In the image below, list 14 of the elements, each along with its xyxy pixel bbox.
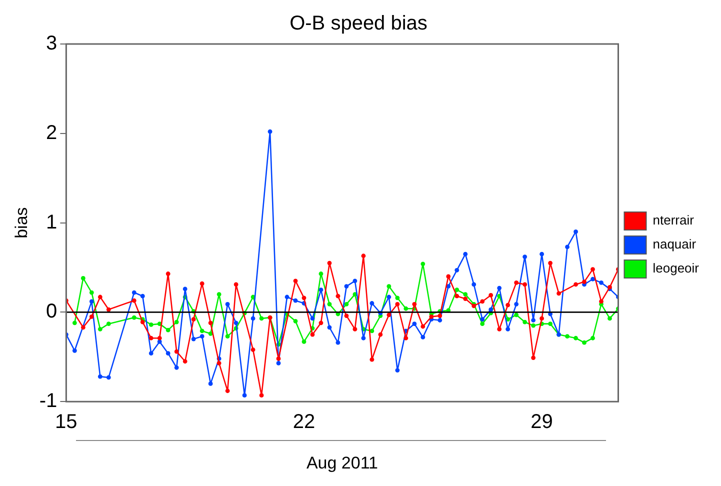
legend-label: naquair [652, 236, 697, 252]
y-tick-label: 2 [46, 122, 58, 144]
y-tick-label: 1 [46, 211, 58, 234]
x-axis-title: Aug 2011 [306, 453, 378, 472]
y-tick-label: 3 [46, 32, 58, 55]
y-tick-label: 0 [46, 300, 58, 323]
y-tick-label: -1 [39, 390, 58, 412]
x-tick-label: 22 [292, 411, 316, 434]
y-axis-title: bias [12, 207, 31, 238]
x-tick-label: 29 [530, 411, 553, 434]
x-tick-label: 15 [55, 411, 78, 434]
chart-title: O-B speed bias [290, 12, 428, 35]
legend-label: nterrair [652, 212, 695, 228]
legend-label: leogeoir [652, 260, 700, 276]
